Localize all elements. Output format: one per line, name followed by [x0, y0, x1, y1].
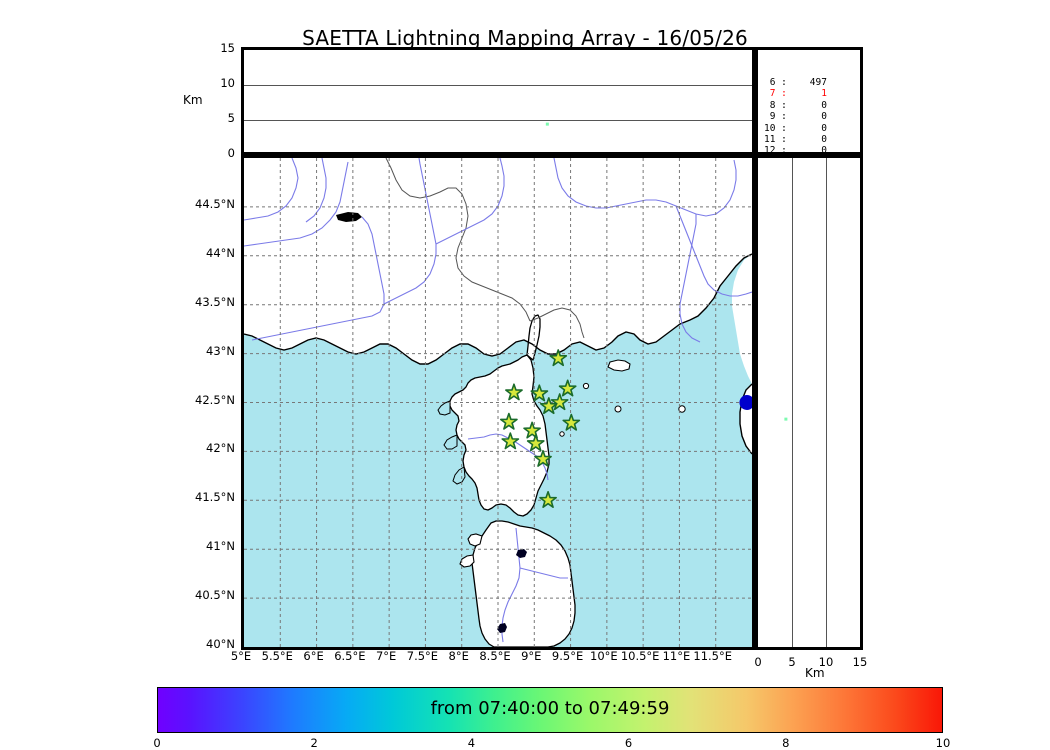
lon-tick: 11.5°E: [693, 649, 733, 663]
lon-tick: 9°E: [521, 649, 542, 663]
station-star: [562, 413, 581, 431]
colorbar[interactable]: [157, 687, 943, 733]
station-star: [534, 449, 552, 467]
station-star: [530, 384, 549, 402]
map-overlay: [244, 158, 752, 647]
gridline-5km-v: [792, 158, 793, 647]
lon-tick: 8.5°E: [479, 649, 511, 663]
stats-row: 10 : 0: [764, 122, 827, 134]
lat-tick: 42.5°N: [195, 392, 235, 407]
gridline-5km: [244, 120, 752, 121]
lat-tick: 40.5°N: [195, 588, 235, 603]
lon-tick: 10.5°E: [620, 649, 660, 663]
lon-tick: 10°E: [590, 649, 618, 663]
lightning-source-point: [784, 417, 788, 421]
station-star: [550, 393, 569, 411]
lightning-source-point: [545, 122, 549, 126]
lat-tick: 40°N: [206, 637, 235, 651]
gridline-10km-v: [826, 158, 827, 647]
gridline-10km: [244, 85, 752, 86]
top-ytick-15: 15: [220, 41, 235, 55]
station-star: [539, 397, 558, 415]
lon-tick: 6°E: [303, 649, 324, 663]
top-panel-axis-label: Km: [183, 93, 203, 107]
station-star: [526, 434, 545, 452]
lon-tick: 7.5°E: [406, 649, 439, 663]
colorbar-tick: 4: [467, 736, 476, 750]
station-star: [539, 491, 557, 508]
lon-tick: 11°E: [662, 649, 691, 663]
colorbar-caption: from 07:40:00 to 07:49:59: [430, 698, 670, 719]
lat-tick: 42°N: [206, 441, 235, 456]
lon-tick: 7°E: [375, 649, 397, 663]
lon-tick: 9.5°E: [551, 649, 584, 663]
side-panel-points: [784, 417, 788, 421]
side-xtick: 10: [818, 655, 834, 669]
height-latitude-panel[interactable]: [755, 155, 863, 650]
stats-row: 6 : 497: [764, 77, 827, 88]
side-xtick: 0: [754, 655, 762, 669]
lat-tick: 41°N: [206, 539, 235, 554]
stats-row: 7 : 1: [764, 88, 827, 100]
source-count-panel: 6 : 497 7 : 1 8 : 0 9 : 0 10 : 0 11 : 0 12 …: [755, 47, 863, 157]
station-star: [501, 432, 520, 450]
colorbar-tick: 8: [782, 736, 790, 750]
blue-marker: [739, 395, 752, 410]
colorbar-tick: 10: [935, 736, 951, 750]
station-star: [558, 379, 577, 397]
lat-tick: 43°N: [206, 343, 235, 358]
station-star: [505, 383, 523, 401]
colorbar-tick: 6: [624, 736, 633, 750]
lon-tick: 5°E: [230, 649, 252, 663]
station-star: [500, 412, 518, 430]
top-panel-points: [545, 122, 549, 126]
station-star: [523, 421, 541, 439]
lat-tick: 44°N: [206, 245, 235, 260]
side-xtick: 5: [788, 655, 796, 669]
colorbar-tick: 2: [310, 736, 318, 750]
side-panel-axis-label: Km: [805, 666, 825, 680]
colorbar-tick: 0: [153, 736, 161, 750]
stats-row: 9 : 0: [764, 111, 827, 123]
lat-tick: 41.5°N: [195, 490, 235, 505]
station-star: [549, 349, 568, 367]
side-xtick: 15: [852, 655, 868, 669]
page-title: SAETTA Lightning Mapping Array - 16/05/2…: [302, 26, 748, 50]
stats-row: 11 : 0: [764, 134, 827, 146]
map-panel[interactable]: [241, 155, 755, 650]
top-ytick-5: 5: [227, 111, 235, 125]
height-time-panel[interactable]: [241, 47, 755, 155]
top-ytick-10: 10: [220, 76, 235, 90]
lon-tick: 6.5°E: [334, 649, 366, 663]
stats-row: 12 : 0: [764, 145, 827, 157]
lat-tick: 44.5°N: [195, 196, 235, 211]
stats-row: 8 : 0: [764, 99, 827, 111]
lon-tick: 8°E: [448, 649, 469, 663]
lat-tick: 43.5°N: [195, 294, 235, 309]
stats-table: 6 : 497 7 : 1 8 : 0 9 : 0 10 : 0 11 : 0 12 …: [764, 77, 827, 157]
top-ytick-0: 0: [227, 146, 235, 160]
lon-tick: 5.5°E: [261, 649, 293, 663]
